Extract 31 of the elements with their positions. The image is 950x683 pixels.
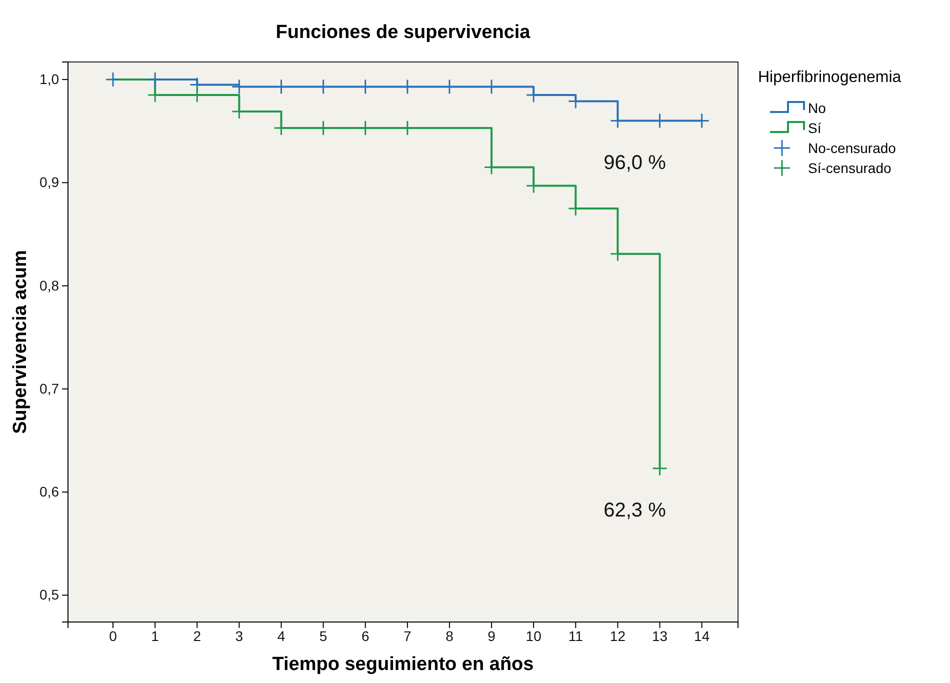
x-tick-label: 3 (235, 628, 244, 644)
x-tick-label: 14 (694, 628, 710, 644)
x-tick-label: 4 (277, 628, 286, 644)
x-tick-label: 6 (361, 628, 370, 644)
annotation: 96,0 % (604, 152, 666, 174)
legend-label: No (808, 100, 826, 116)
y-tick-label: 0,9 (40, 174, 60, 190)
legend-title: Hiperfibrinogenemia (758, 69, 902, 86)
legend-label: No-censurado (808, 140, 896, 156)
x-tick-label: 9 (488, 628, 496, 644)
x-tick-label: 10 (526, 628, 542, 644)
legend-label: Sí-censurado (808, 160, 892, 176)
y-tick-label: 0,7 (40, 380, 60, 396)
y-tick-label: 0,8 (40, 277, 60, 294)
chart-title: Funciones de supervivencia (276, 22, 531, 43)
x-tick-label: 5 (319, 628, 328, 644)
x-tick-label: 7 (404, 628, 412, 644)
x-tick-label: 0 (109, 628, 118, 644)
y-tick-label: 0,5 (40, 586, 60, 603)
x-tick-label: 13 (652, 628, 668, 644)
x-tick-label: 8 (446, 628, 454, 644)
legend-label: Sí (808, 120, 822, 136)
y-tick-label: 0,6 (40, 484, 60, 500)
x-tick-label: 2 (193, 628, 202, 644)
y-axis-title: Supervivencia acum (10, 250, 31, 434)
x-tick-label: 12 (610, 628, 626, 644)
x-tick-label: 11 (568, 628, 584, 644)
x-axis-title: Tiempo seguimiento en años (272, 654, 534, 675)
x-tick-label: 1 (151, 628, 160, 644)
annotation: 62,3 % (604, 499, 666, 522)
y-tick-label: 1,0 (40, 71, 60, 88)
